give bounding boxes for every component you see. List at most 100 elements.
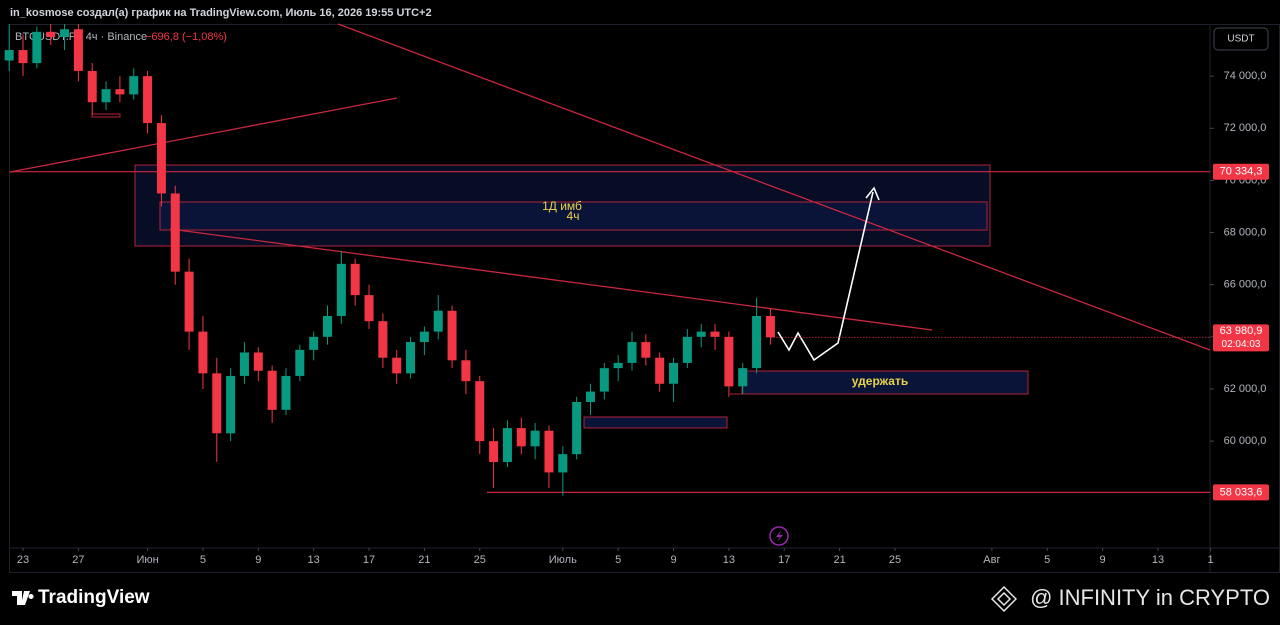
projection-arrow bbox=[777, 191, 874, 362]
x-tick-label: 9 bbox=[670, 554, 676, 566]
x-tick-label: Июль bbox=[549, 554, 577, 566]
candle-body bbox=[738, 368, 748, 387]
x-tick-label: Авг bbox=[983, 554, 1000, 566]
candle-body bbox=[489, 441, 499, 462]
candle-body bbox=[392, 357, 402, 374]
candle-body bbox=[281, 375, 291, 410]
candle-body bbox=[530, 430, 540, 447]
candle-body bbox=[655, 357, 665, 384]
x-tick-label: 17 bbox=[363, 554, 375, 566]
candle-body bbox=[60, 29, 70, 38]
candle-body bbox=[129, 76, 139, 95]
candle-body bbox=[627, 342, 637, 363]
candle-body bbox=[198, 331, 208, 374]
candle-body bbox=[502, 428, 512, 462]
candle-body bbox=[73, 29, 83, 71]
x-tick-label: 25 bbox=[474, 554, 486, 566]
price-label-box bbox=[1213, 163, 1269, 180]
price-label: 70 334,3 bbox=[1220, 166, 1263, 178]
footer-logo-mark bbox=[12, 591, 34, 605]
y-tick-label: 72 000,0 bbox=[1224, 122, 1267, 134]
x-tick-label: 27 bbox=[72, 554, 84, 566]
x-tick-label: 25 bbox=[889, 554, 901, 566]
candle-body bbox=[143, 76, 153, 124]
watermark: @ INFINITY in CRYPTO bbox=[1030, 585, 1270, 610]
currency-button[interactable] bbox=[1213, 27, 1269, 51]
candle-body bbox=[267, 370, 277, 410]
candle-body bbox=[156, 123, 166, 194]
trend-line bbox=[337, 23, 1211, 351]
candle-body bbox=[419, 331, 429, 343]
x-tick-label: 9 bbox=[255, 554, 261, 566]
drawings: 1Д имб 4ч удержать bbox=[9, 23, 1211, 493]
candle-body bbox=[461, 360, 471, 382]
candle-body bbox=[295, 349, 305, 376]
candles bbox=[4, 24, 775, 496]
y-tick-label: 60 000,0 bbox=[1224, 435, 1267, 447]
candle-body bbox=[212, 373, 222, 434]
price-label-box bbox=[1213, 484, 1269, 501]
zone-box bbox=[91, 113, 121, 118]
x-tick-label: 1 bbox=[1207, 554, 1213, 566]
y-tick-label: 66 000,0 bbox=[1224, 279, 1267, 291]
x-tick-label: 13 bbox=[1152, 554, 1164, 566]
candle-body bbox=[752, 315, 762, 369]
candle-body bbox=[406, 342, 416, 374]
x-tick-label: 5 bbox=[200, 554, 206, 566]
candle-body bbox=[350, 263, 360, 296]
candle-body bbox=[433, 310, 443, 332]
trend-line bbox=[169, 228, 933, 331]
currency[interactable]: USDT bbox=[1227, 34, 1254, 45]
candle-body bbox=[323, 315, 333, 337]
candle-body bbox=[336, 263, 346, 316]
header-text: in_kosmose создал(а) график на TradingVi… bbox=[10, 7, 432, 19]
zone-box bbox=[583, 416, 728, 429]
candle-body bbox=[682, 336, 692, 363]
countdown: 02:04:03 bbox=[1222, 339, 1261, 350]
candle-body bbox=[309, 336, 319, 350]
x-tick-label: 5 bbox=[615, 554, 621, 566]
candle-body bbox=[184, 271, 194, 332]
candle-body bbox=[364, 295, 374, 322]
candle-body bbox=[4, 50, 14, 61]
candle-body bbox=[253, 352, 263, 371]
candle-body bbox=[613, 362, 623, 369]
y-tick-label: 74 000,0 bbox=[1224, 70, 1267, 82]
candle-body bbox=[475, 381, 485, 442]
candle-body bbox=[239, 352, 249, 376]
last-price-box bbox=[1213, 324, 1269, 352]
event-icon-bolt bbox=[776, 530, 783, 542]
x-tick-label: 17 bbox=[778, 554, 790, 566]
candle-body bbox=[669, 362, 679, 384]
candle-body bbox=[544, 430, 554, 473]
price-change: −696,8 (−1,08%) bbox=[145, 31, 227, 43]
candle-body bbox=[696, 331, 706, 337]
candle-body bbox=[170, 193, 180, 272]
candle-body bbox=[516, 428, 526, 447]
footer-logo: TradingView bbox=[38, 587, 150, 608]
candle-body bbox=[641, 342, 651, 358]
annotation: удержать bbox=[852, 374, 908, 388]
event-icon[interactable] bbox=[769, 526, 789, 546]
x-tick-label: Июн bbox=[136, 554, 158, 566]
last-price-label: 63 980,9 bbox=[1220, 325, 1263, 337]
trend-line bbox=[9, 97, 398, 173]
candle-body bbox=[32, 31, 42, 64]
watermark-icon bbox=[990, 585, 1018, 613]
candle-body bbox=[101, 89, 111, 103]
candle-body bbox=[226, 375, 236, 434]
candle-body bbox=[447, 310, 457, 361]
candle-body bbox=[378, 321, 388, 358]
y-tick-label: 62 000,0 bbox=[1224, 383, 1267, 395]
candle-body bbox=[585, 391, 595, 403]
candle-body bbox=[115, 89, 125, 95]
y-tick-label: 68 000,0 bbox=[1224, 226, 1267, 238]
annotation: 1Д имб bbox=[542, 199, 582, 213]
imbalance-box bbox=[159, 201, 988, 231]
candle-body bbox=[765, 315, 775, 338]
candle-body bbox=[710, 331, 720, 337]
candle-body bbox=[724, 336, 734, 387]
